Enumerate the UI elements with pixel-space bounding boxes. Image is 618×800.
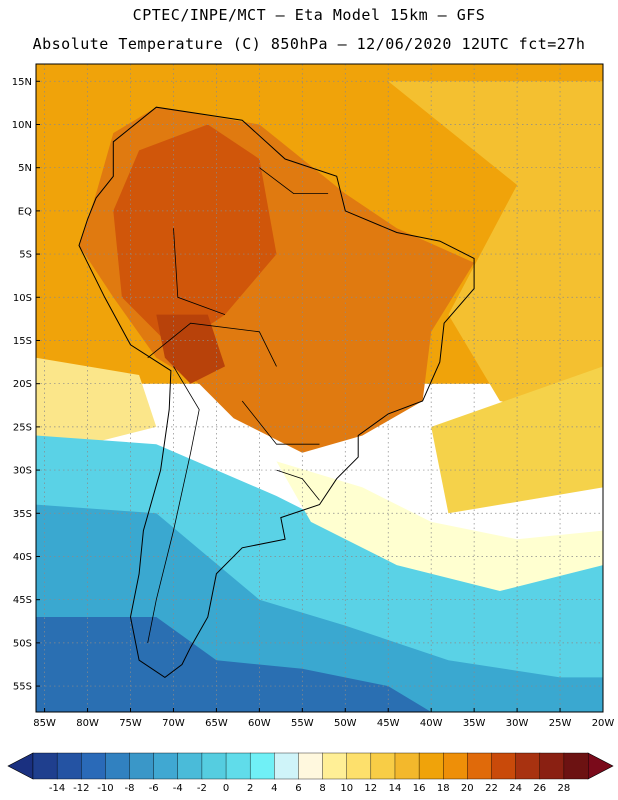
colorbar-swatch (539, 752, 565, 780)
lat-label: 5S (19, 250, 32, 261)
latitude-labels: 15N 10N 5N EQ 5S 10S 15S 20S 25S 30S 35S 40S 45S 50S 5… (12, 77, 40, 693)
region-south-atlantic-yellow (431, 366, 603, 514)
colorbar-swatch (322, 752, 348, 780)
colorbar-swatch (443, 752, 468, 780)
lon-label: 40W (420, 718, 443, 729)
colorbar-tick-label: -14 (49, 783, 65, 794)
lat-label: 10N (12, 120, 32, 131)
title-line-2: Absolute Temperature (C) 850hPa – 12/06/… (32, 35, 586, 53)
map-frame (35, 63, 604, 713)
lat-label: 15S (13, 336, 32, 347)
region-amazon-hotter (113, 124, 277, 350)
colorbar-swatch (563, 752, 589, 780)
lon-label: 60W (248, 718, 271, 729)
colorbar-under-triangle (7, 752, 34, 780)
lat-label: 15N (12, 77, 32, 88)
colorbar-tick-label: 22 (485, 783, 498, 794)
lon-label: 65W (205, 718, 228, 729)
colorbar-tick-label: 2 (247, 783, 253, 794)
lon-label: 70W (162, 718, 185, 729)
country-border (259, 167, 329, 195)
lon-label: 45W (377, 718, 400, 729)
region-cold-front-band (276, 461, 603, 591)
colorbar-swatch (418, 752, 444, 780)
colorbar-over-triangle (587, 752, 614, 780)
region-pacific-cool-edge (36, 357, 157, 445)
colorbar-swatch (105, 752, 131, 780)
colorbar-swatch (370, 752, 396, 780)
colorbar-swatch (515, 752, 541, 780)
lat-label: 10S (13, 293, 32, 304)
colorbar-swatch (32, 752, 58, 780)
lat-label: 55S (13, 682, 32, 693)
lat-label: 35S (13, 509, 32, 520)
lat-label: 50S (13, 638, 32, 649)
colorbar-tick-label: 6 (295, 783, 301, 794)
colorbar-tick-label: 28 (558, 783, 571, 794)
colorbar-swatch (56, 752, 82, 780)
colorbar-tick-label: 26 (533, 783, 546, 794)
colorbar-swatch (298, 752, 324, 780)
colorbar-tick-label: 20 (461, 783, 474, 794)
lon-label: 30W (506, 718, 529, 729)
colorbar-tick-label: -8 (125, 783, 135, 794)
colorbar-tick-label: -4 (173, 783, 183, 794)
colorbar-tick-label: 10 (340, 783, 353, 794)
colorbar-tick-label: 0 (223, 783, 229, 794)
colorbar-tick-label: -10 (97, 783, 113, 794)
graticule (36, 64, 603, 712)
lon-label: 75W (119, 718, 142, 729)
country-border (276, 469, 320, 501)
lat-label: 40S (13, 552, 32, 563)
lon-label: 25W (549, 718, 572, 729)
lat-label: 20S (13, 379, 32, 390)
colorbar-swatch (129, 752, 155, 780)
colorbar-swatch (249, 752, 275, 780)
colorbar-tick-label: -6 (149, 783, 159, 794)
colorbar-swatch (201, 752, 227, 780)
colorbar-swatch (274, 752, 299, 780)
lon-label: 55W (291, 718, 314, 729)
colorbar-tick-label: 24 (509, 783, 522, 794)
longitude-labels: 85W 80W 75W 70W 65W 60W 55W 50W 45W 40W 35W 30W 25W 2… (33, 708, 614, 729)
lat-label: 5N (18, 163, 32, 174)
colorbar-swatch (153, 752, 179, 780)
colorbar-swatch (225, 752, 251, 780)
colorbar-tick-label: 12 (364, 783, 377, 794)
lon-label: 50W (334, 718, 357, 729)
colorbar-swatch (394, 752, 420, 780)
lon-label: 35W (463, 718, 486, 729)
lon-label: 20W (592, 718, 615, 729)
country-border (147, 322, 277, 367)
coastlines (78, 106, 475, 679)
colorbar-swatch (346, 752, 372, 780)
lat-label: 30S (13, 466, 32, 477)
colorbar-swatch (177, 752, 203, 780)
country-border (147, 366, 200, 643)
lat-label: EQ (18, 206, 32, 217)
colorbar-swatch (491, 752, 517, 780)
colorbar-tick-label: 18 (437, 783, 450, 794)
colorbar-tick-label: -2 (197, 783, 207, 794)
title-line-1: CPTEC/INPE/MCT – Eta Model 15km – GFS (132, 6, 486, 24)
country-border (241, 400, 320, 445)
colorbar-tick-label: 14 (389, 783, 402, 794)
lat-label: 45S (13, 595, 32, 606)
continent-coastline (78, 106, 475, 679)
colorbar-tick-label: 16 (413, 783, 426, 794)
lon-label: 85W (33, 718, 56, 729)
colorbar-swatch (467, 752, 492, 780)
temperature-field (36, 64, 603, 712)
colorbar-tick-label: 8 (319, 783, 325, 794)
colorbar: -14 -12 -10 -8 -6 -4 -2 0 2 4 6 8 10 12 14 16 18 20 22 24 26… (7, 752, 614, 794)
lon-label: 80W (76, 718, 99, 729)
colorbar-tick-label: -12 (73, 783, 89, 794)
colorbar-tick-label: 4 (271, 783, 277, 794)
colorbar-swatch (81, 752, 106, 780)
country-border (173, 228, 226, 315)
lat-label: 25S (13, 422, 32, 433)
